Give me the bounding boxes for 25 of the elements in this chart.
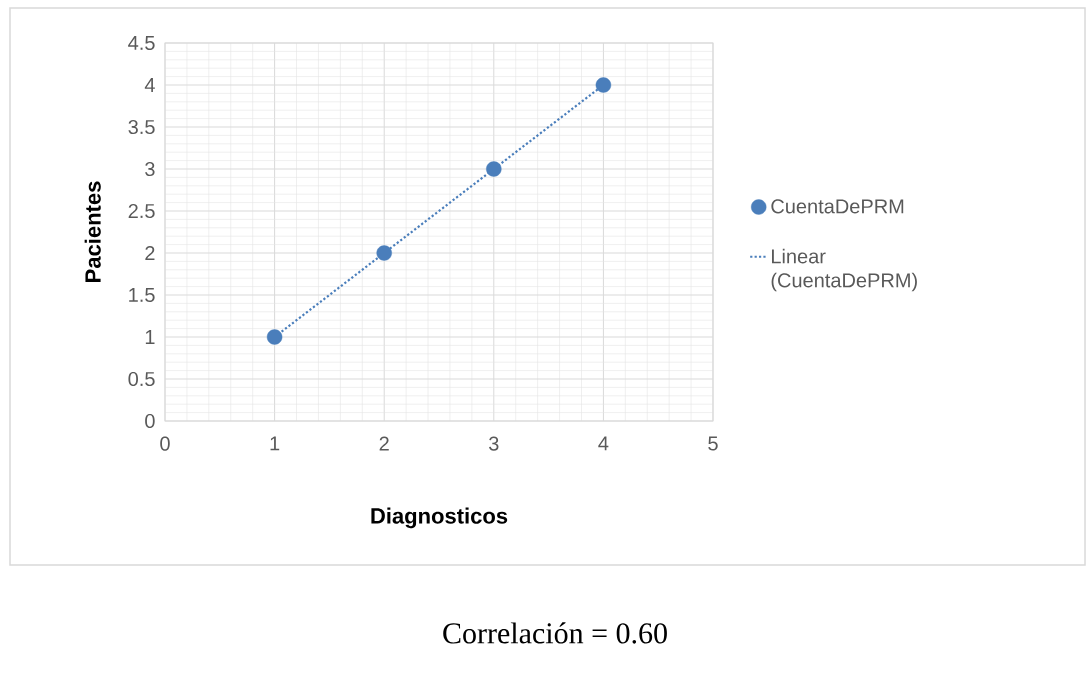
y-tick-label: 1.5 xyxy=(129,288,155,302)
y-tick-label: 3.5 xyxy=(128,119,155,135)
legend-label: CuentaDePRM xyxy=(771,199,904,214)
x-tick-label: 1 xyxy=(270,436,280,451)
x-axis-title: Diagnosticos xyxy=(371,507,508,529)
point xyxy=(376,245,392,261)
y-tick-label: 4.5 xyxy=(128,36,155,50)
x-tick-label: 3 xyxy=(489,436,499,451)
point xyxy=(486,161,502,177)
x-tick-label: 4 xyxy=(598,436,609,451)
x-tick-label: 2 xyxy=(379,436,389,451)
text: Correlación = 0.60 xyxy=(443,622,667,644)
y-axis-title: Pacientes xyxy=(84,181,101,282)
point xyxy=(266,329,283,345)
y-tick-label: 2 xyxy=(145,246,155,260)
legend-label: Linear (CuentaDePRM) xyxy=(771,248,917,292)
y-tick-label: 4 xyxy=(144,78,155,92)
x-tick-label: 5 xyxy=(708,436,718,451)
y-tick-label: 0.5 xyxy=(128,371,155,387)
y-tick-label: 0 xyxy=(145,413,155,429)
y-tick-label: 1 xyxy=(145,330,155,344)
y-tick-label: 2.5 xyxy=(128,203,155,219)
point xyxy=(595,77,612,93)
x-tick-label: 0 xyxy=(160,436,170,451)
y-tick-label: 3 xyxy=(145,161,155,177)
